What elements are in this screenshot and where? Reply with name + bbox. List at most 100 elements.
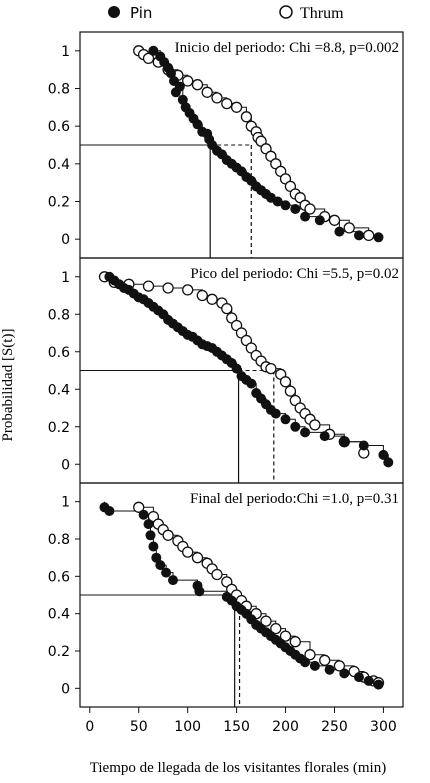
pin-point [290, 421, 301, 432]
thrum-point [182, 284, 194, 296]
thrum-point [182, 75, 194, 87]
pin-point [155, 560, 166, 571]
y-tick-label: 0.4 [48, 382, 70, 398]
thrum-point [279, 630, 292, 642]
thrum-point [279, 376, 292, 388]
pin-point [339, 668, 350, 679]
thrum-point [221, 97, 233, 110]
thrum-point [343, 222, 355, 234]
pin-point [148, 45, 159, 56]
pin-point [309, 660, 320, 671]
pin-point [270, 408, 281, 419]
thrum-point [162, 282, 174, 294]
y-tick-label: 0.4 [48, 157, 70, 173]
thrum-point [304, 203, 316, 215]
pin-point [280, 200, 291, 211]
pin-point [151, 552, 162, 563]
thrum-point [265, 362, 277, 375]
pin-point [319, 431, 330, 442]
x-tick-label: 150 [223, 719, 250, 735]
thrum-point [260, 615, 272, 627]
y-tick-label: 0 [61, 232, 70, 248]
x-tick-label: 100 [174, 719, 201, 735]
y-tick-label: 0.6 [48, 569, 70, 585]
y-tick-label: 0.6 [48, 345, 70, 361]
pin-point [373, 232, 384, 243]
legend-thrum-marker [279, 5, 293, 19]
y-tick-label: 1 [61, 270, 70, 286]
x-axis: 0 50 100 150 200 250 300 [85, 707, 397, 735]
panels: 0 0.2 0.4 0.6 0.8 1 Inicio del periodo: Chi =8… [48, 31, 404, 735]
pin-point [383, 457, 394, 468]
thrum-point [289, 636, 301, 648]
pin-point [138, 509, 149, 520]
thrum-survival-curve [138, 501, 379, 683]
y-tick-label: 0.8 [48, 532, 70, 548]
y-axis-title: Probabilidad [S(t)] [0, 329, 16, 442]
pin-point [300, 211, 311, 222]
panel-1: 0 0.2 0.4 0.6 0.8 1 Inicio del periodo: Chi =8… [48, 31, 404, 259]
pin-point [143, 519, 154, 530]
y-tick-label: 0.8 [48, 307, 70, 323]
y-tick-label: 0.2 [48, 644, 70, 660]
thrum-point [162, 529, 174, 541]
thrum-point [363, 229, 375, 242]
pin-point [177, 94, 188, 105]
thrum-point [206, 293, 218, 305]
y-tick-label: 0 [61, 457, 70, 473]
panel-stat-title: Pico del periodo: Chi =5.5, p=0.02 [190, 266, 399, 282]
legend: Pin Thrum [108, 4, 344, 22]
pin-point [174, 81, 185, 92]
pin-point [148, 541, 159, 552]
pin-point [145, 530, 156, 541]
thrum-point [191, 552, 204, 564]
panel-stat-title: Final del periodo:Chi =1.0, p=0.31 [190, 491, 399, 507]
pin-point [194, 586, 205, 597]
pin-point [272, 196, 283, 207]
pin-point [314, 215, 325, 226]
pin-point [280, 414, 291, 425]
x-tick-label: 50 [130, 719, 148, 735]
thrum-point [201, 86, 213, 98]
x-tick-label: 200 [272, 719, 299, 735]
thrum-point [211, 92, 223, 104]
x-axis-title: Tiempo de llegada de los visitantes flor… [90, 760, 386, 776]
panel-stat-title: Inicio del periodo: Chi =8.8, p=0.002 [175, 40, 399, 56]
thrum-point [191, 79, 204, 91]
pin-point [354, 230, 364, 241]
pin-point [166, 68, 176, 79]
pin-point [300, 657, 311, 668]
y-tick-label: 0 [61, 681, 70, 697]
y-tick-label: 0.4 [48, 607, 70, 623]
legend-pin-marker [108, 6, 120, 18]
legend-pin-label: Pin [130, 4, 152, 22]
pin-point [334, 226, 345, 237]
y-tick-label: 1 [61, 44, 70, 60]
panel-2: 0 0.2 0.4 0.6 0.8 1 Pico del periodo: Chi =5.5… [48, 257, 404, 484]
y-tick-label: 0.6 [48, 119, 70, 135]
x-tick-label: 250 [321, 719, 348, 735]
pin-point [324, 664, 335, 675]
panel-3: 0 0.2 0.4 0.6 0.8 1 Final del periodo:Chi =1.0… [48, 482, 404, 708]
thrum-point [240, 111, 253, 123]
y-tick-label: 0.2 [48, 195, 70, 211]
pin-point [358, 440, 369, 451]
thrum-point [270, 622, 282, 635]
pin-point [246, 378, 257, 389]
pin-point [339, 436, 350, 447]
thrum-point [211, 568, 223, 581]
thrum-point [196, 289, 208, 302]
pin-point [104, 506, 115, 516]
pin-point [290, 204, 301, 214]
pin-point [363, 675, 374, 686]
pin-point [231, 363, 242, 374]
pin-point [300, 427, 311, 438]
thrum-point [328, 214, 341, 226]
x-tick-label: 0 [85, 719, 94, 735]
pin-point [161, 567, 172, 578]
legend-thrum-label: Thrum [300, 5, 344, 22]
thrum-point [309, 419, 321, 431]
thrum-point [182, 546, 194, 558]
pin-point [373, 679, 384, 690]
